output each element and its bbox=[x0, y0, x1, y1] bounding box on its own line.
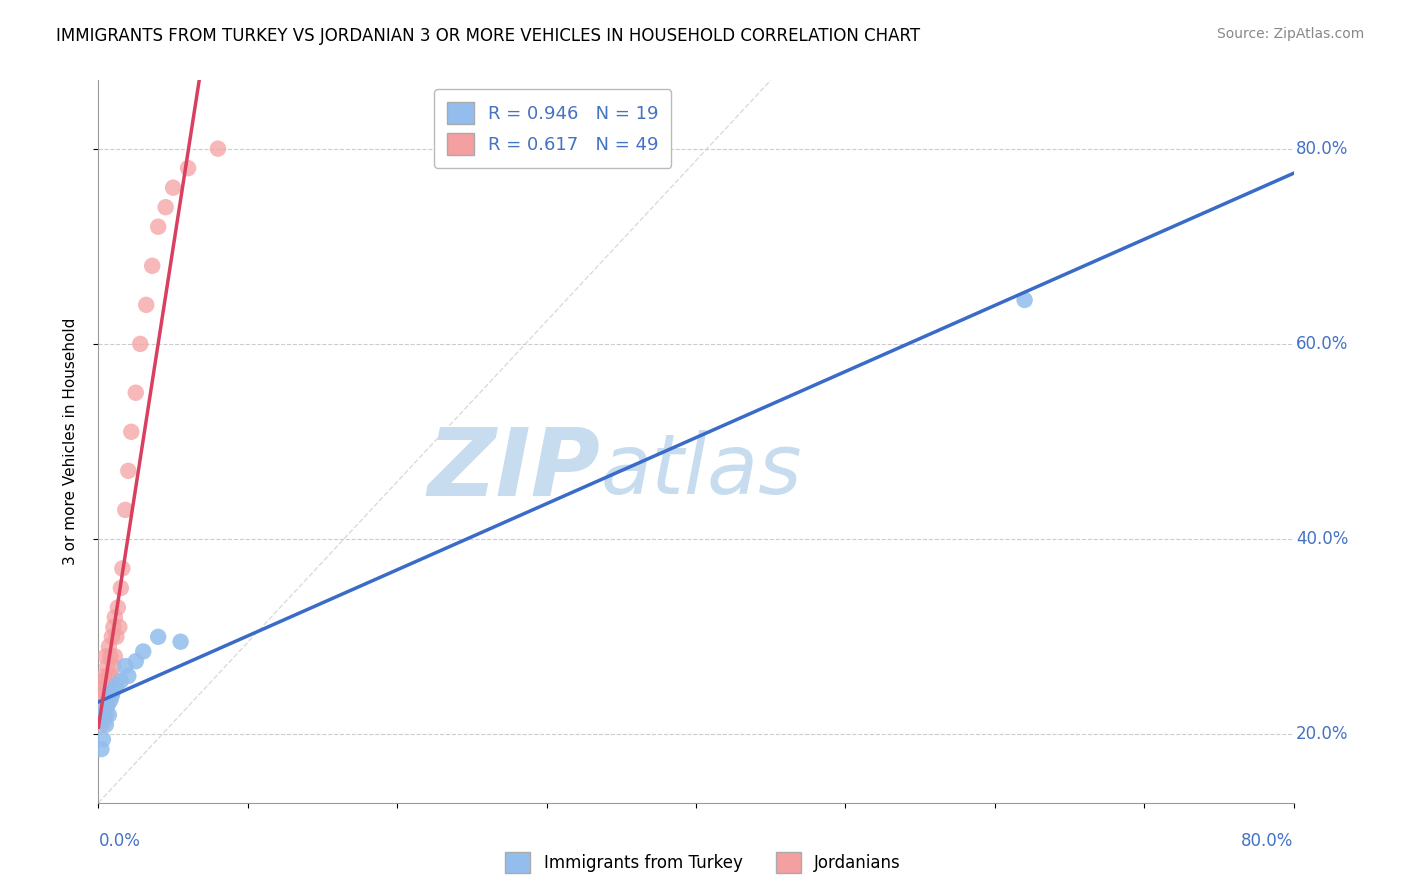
Legend: Immigrants from Turkey, Jordanians: Immigrants from Turkey, Jordanians bbox=[499, 846, 907, 880]
Point bbox=[177, 161, 200, 176]
Point bbox=[93, 669, 115, 683]
Point bbox=[110, 581, 132, 595]
Point bbox=[117, 464, 139, 478]
Point bbox=[162, 180, 184, 194]
Point bbox=[97, 669, 120, 683]
Point bbox=[103, 683, 125, 698]
Point bbox=[103, 659, 125, 673]
Point bbox=[96, 698, 118, 713]
Point bbox=[96, 698, 118, 713]
Text: 0.0%: 0.0% bbox=[98, 831, 141, 850]
Text: IMMIGRANTS FROM TURKEY VS JORDANIAN 3 OR MORE VEHICLES IN HOUSEHOLD CORRELATION : IMMIGRANTS FROM TURKEY VS JORDANIAN 3 OR… bbox=[56, 27, 921, 45]
Point bbox=[94, 649, 117, 664]
Point bbox=[89, 713, 111, 727]
Point bbox=[105, 679, 128, 693]
Point bbox=[97, 689, 120, 703]
Point bbox=[94, 707, 117, 722]
Text: atlas: atlas bbox=[600, 430, 801, 511]
Text: Source: ZipAtlas.com: Source: ZipAtlas.com bbox=[1216, 27, 1364, 41]
Point bbox=[90, 698, 112, 713]
Point bbox=[101, 669, 124, 683]
Point bbox=[141, 259, 163, 273]
Point bbox=[91, 732, 114, 747]
Point bbox=[169, 634, 191, 648]
Point bbox=[93, 703, 115, 717]
Point bbox=[114, 659, 136, 673]
Point bbox=[98, 679, 122, 693]
Point bbox=[117, 669, 139, 683]
Text: 20.0%: 20.0% bbox=[1296, 725, 1348, 743]
Point bbox=[94, 679, 117, 693]
Point bbox=[207, 142, 229, 156]
Point bbox=[125, 654, 148, 668]
Point bbox=[107, 600, 129, 615]
Point bbox=[148, 630, 170, 644]
Point bbox=[90, 683, 112, 698]
Point bbox=[90, 717, 112, 731]
Point bbox=[91, 707, 114, 722]
Point bbox=[96, 679, 118, 693]
Point bbox=[90, 742, 112, 756]
Point bbox=[94, 693, 117, 707]
Point bbox=[101, 630, 124, 644]
Text: 80.0%: 80.0% bbox=[1296, 140, 1348, 158]
Point bbox=[129, 810, 152, 824]
Text: 60.0%: 60.0% bbox=[1296, 334, 1348, 353]
Point bbox=[110, 673, 132, 688]
Point bbox=[89, 713, 111, 727]
Point bbox=[98, 693, 122, 707]
Point bbox=[93, 713, 115, 727]
Point bbox=[114, 503, 136, 517]
Point bbox=[97, 707, 120, 722]
Point bbox=[111, 561, 134, 575]
Point bbox=[96, 659, 118, 673]
Text: 40.0%: 40.0% bbox=[1296, 530, 1348, 549]
Point bbox=[125, 385, 148, 400]
Point bbox=[120, 425, 142, 439]
Point bbox=[129, 337, 152, 351]
Y-axis label: 3 or more Vehicles in Household: 3 or more Vehicles in Household bbox=[63, 318, 77, 566]
Point bbox=[93, 689, 115, 703]
Point bbox=[101, 689, 124, 703]
Point bbox=[97, 640, 120, 654]
Point bbox=[91, 693, 114, 707]
Point bbox=[1014, 293, 1036, 307]
Point bbox=[103, 620, 125, 634]
Point bbox=[135, 298, 157, 312]
Text: 80.0%: 80.0% bbox=[1241, 831, 1294, 850]
Legend: R = 0.946   N = 19, R = 0.617   N = 49: R = 0.946 N = 19, R = 0.617 N = 49 bbox=[434, 89, 671, 168]
Point bbox=[89, 703, 111, 717]
Point bbox=[155, 200, 177, 214]
Point bbox=[91, 673, 114, 688]
Point bbox=[89, 689, 111, 703]
Point bbox=[105, 630, 128, 644]
Point bbox=[94, 717, 117, 731]
Point bbox=[104, 610, 127, 624]
Point bbox=[104, 649, 127, 664]
Point bbox=[148, 219, 170, 234]
Text: ZIP: ZIP bbox=[427, 425, 600, 516]
Point bbox=[132, 644, 155, 658]
Point bbox=[98, 649, 122, 664]
Point bbox=[108, 620, 131, 634]
Point bbox=[93, 703, 115, 717]
